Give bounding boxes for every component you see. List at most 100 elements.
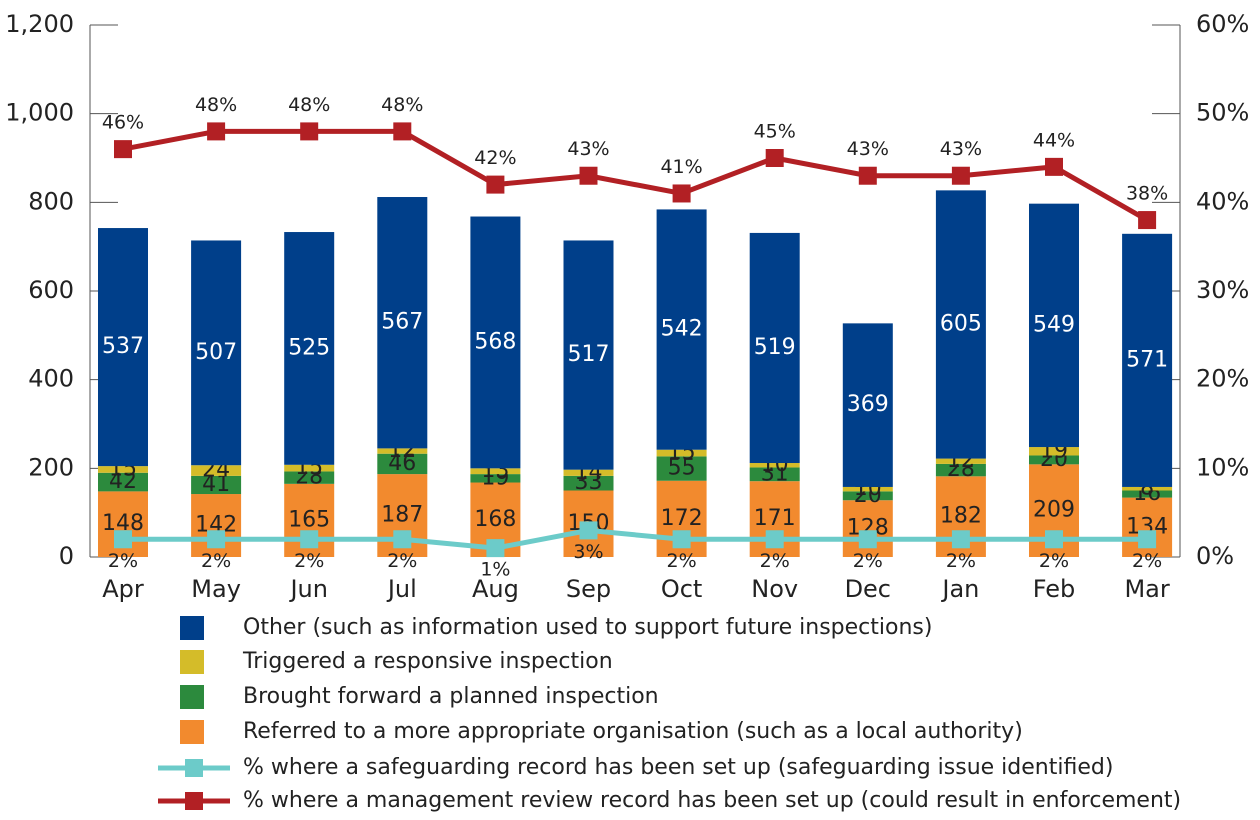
data-label: 2%: [667, 550, 697, 572]
x-tick-label: Oct: [661, 575, 703, 603]
data-label: 2%: [853, 550, 883, 572]
bar-segment: [749, 463, 800, 468]
legend-label: Referred to a more appropriate organisat…: [243, 719, 1023, 744]
y2-tick-label: 10%: [1196, 453, 1249, 481]
legend-swatch: [180, 650, 204, 674]
data-label: 3%: [573, 541, 603, 563]
bar-segment: [191, 465, 242, 476]
legend-swatch: [180, 616, 204, 640]
data-label: 209: [1033, 498, 1075, 523]
y-tick-label: 400: [28, 365, 74, 393]
data-label: 571: [1126, 347, 1168, 372]
line-marker: [1045, 157, 1063, 176]
data-label: 525: [288, 335, 330, 360]
line-marker: [858, 166, 877, 185]
line-marker: [207, 122, 226, 141]
x-tick-label: Sep: [566, 575, 611, 603]
data-label: 605: [940, 311, 982, 336]
bar-segment: [191, 475, 242, 495]
y-tick-label: 1,000: [5, 99, 74, 127]
data-label: 43%: [940, 138, 982, 160]
line-marker: [765, 149, 784, 167]
bar-segment: [1029, 455, 1079, 465]
bar-segment: [749, 467, 800, 482]
data-label: 2%: [201, 550, 231, 572]
bar-segment: [98, 466, 148, 473]
legend-marker: [185, 759, 203, 777]
line-marker: [486, 539, 505, 558]
data-label: 43%: [567, 138, 609, 160]
y-tick-label: 0: [59, 542, 74, 570]
x-tick-label: Nov: [751, 575, 798, 603]
data-label: 44%: [1033, 129, 1075, 151]
data-label: 369: [847, 392, 889, 417]
data-label: 43%: [847, 138, 889, 160]
bar-segment: [1029, 203, 1079, 448]
data-label: 42: [109, 469, 137, 494]
line-marker: [858, 530, 877, 549]
data-label: 507: [195, 340, 237, 365]
data-label: 42%: [474, 147, 516, 169]
data-label: 519: [754, 335, 796, 360]
bar-segment: [98, 228, 148, 467]
data-label: 517: [568, 342, 610, 367]
y2-tick-label: 30%: [1196, 276, 1249, 304]
data-label: 172: [661, 506, 703, 531]
x-tick-label: May: [191, 575, 241, 603]
line-marker: [579, 521, 598, 540]
y2-tick-label: 60%: [1196, 10, 1249, 38]
bar-segment: [1122, 486, 1173, 491]
data-label: 45%: [754, 121, 796, 143]
data-label: 537: [102, 334, 144, 359]
bar-segment: [935, 463, 986, 477]
bar-segment: [470, 216, 521, 469]
data-label: 2%: [294, 550, 324, 572]
line-marker: [300, 122, 319, 141]
bar-segment: [377, 453, 428, 475]
y2-tick-label: 40%: [1196, 187, 1249, 215]
data-label: 48%: [381, 94, 423, 116]
data-label: 46: [388, 451, 416, 476]
data-label: 187: [381, 503, 423, 528]
bar-segment: [284, 471, 335, 484]
legend-marker: [185, 792, 203, 810]
bar-segment: [563, 469, 614, 476]
data-label: 48%: [195, 94, 237, 116]
bar-segment: [284, 232, 335, 465]
bar-segment: [1122, 490, 1173, 498]
y-tick-label: 200: [28, 453, 74, 481]
legend-swatch: [180, 720, 204, 744]
x-tick-label: Jun: [288, 575, 328, 603]
bar-segment: [656, 449, 707, 457]
bar-segment: [935, 458, 986, 464]
data-label: 41%: [660, 156, 702, 178]
y2-tick-label: 20%: [1196, 365, 1249, 393]
bar-segment: [656, 456, 707, 481]
y-tick-label: 1,200: [5, 10, 74, 38]
bar-segment: [935, 190, 986, 459]
data-label: 1%: [480, 559, 510, 581]
x-tick-label: Aug: [472, 575, 519, 603]
line-marker: [579, 166, 598, 185]
line-marker: [207, 530, 226, 549]
bar-segment: [1122, 233, 1173, 487]
data-label: 542: [661, 317, 703, 342]
line-marker: [951, 166, 970, 185]
data-label: 55: [668, 456, 696, 481]
x-tick-label: Jan: [940, 575, 979, 603]
data-label: 171: [754, 506, 796, 531]
line-marker: [672, 530, 691, 549]
line-marker: [951, 530, 970, 549]
bar-segment: [377, 448, 428, 454]
y2-tick-label: 0%: [1196, 542, 1234, 570]
line-marker: [486, 175, 505, 194]
data-label: 2%: [387, 550, 417, 572]
y2-tick-label: 50%: [1196, 99, 1249, 127]
data-label: 2%: [760, 550, 790, 572]
data-label: 48%: [288, 94, 330, 116]
data-label: 38%: [1126, 183, 1168, 205]
legend-label: Brought forward a planned inspection: [243, 684, 659, 709]
data-label: 567: [381, 310, 423, 335]
data-label: 168: [474, 507, 516, 532]
